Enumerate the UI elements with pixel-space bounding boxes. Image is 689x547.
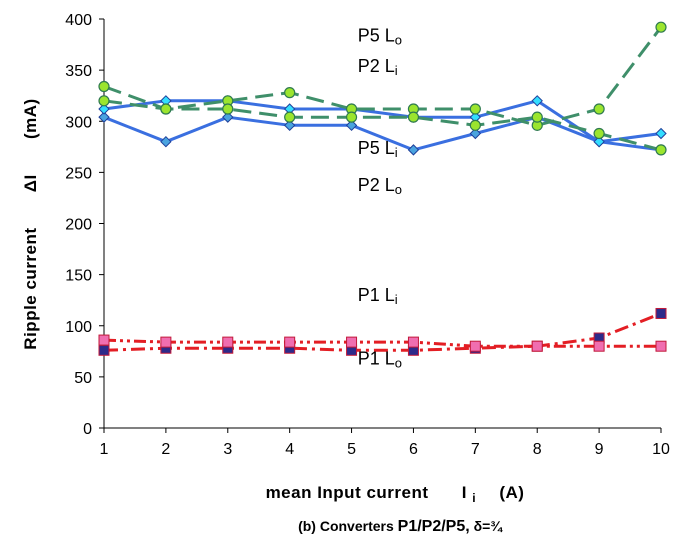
y-axis-title-unit: (mA) (21, 98, 40, 139)
series-line (103, 99, 662, 144)
data-point (469, 340, 481, 352)
data-point (593, 135, 605, 148)
y-tick-label: 300 (65, 114, 92, 131)
x-tick-label: 10 (652, 441, 670, 458)
y-tick-label: 250 (65, 165, 92, 182)
series-p1-lo (98, 334, 667, 352)
series-line (103, 115, 662, 152)
data-point (469, 119, 481, 131)
y-tick-label: 0 (83, 421, 92, 438)
data-point (531, 111, 543, 123)
x-axis-title-main: mean Input current (266, 483, 429, 502)
x-axis-title-unit: (A) (499, 483, 524, 502)
data-point (98, 344, 110, 356)
x-tick-label: 5 (347, 441, 356, 458)
data-point (160, 336, 172, 348)
data-point (160, 103, 172, 115)
x-tick-label: 7 (471, 441, 480, 458)
data-point (593, 103, 605, 115)
series-annotation: P5 Lo (358, 25, 402, 47)
data-point (593, 340, 605, 352)
series-layer (98, 21, 667, 356)
plot-axes (99, 18, 662, 433)
data-point (222, 103, 234, 115)
x-axis-title: mean Input current I i (A) (266, 483, 525, 506)
data-point (531, 95, 543, 107)
data-point (98, 111, 110, 123)
data-point (407, 336, 419, 348)
y-tick-label: 400 (65, 12, 92, 29)
data-point (593, 127, 605, 140)
series-annotation: P5 Li (358, 138, 398, 160)
data-point (98, 334, 110, 346)
x-tick-label: 3 (223, 441, 232, 458)
x-tick-label: 6 (409, 441, 418, 458)
series-line (103, 338, 661, 348)
data-point (655, 307, 667, 319)
data-point (98, 103, 110, 115)
figure-caption: (b) Converters P1/P2/P5, δ=¾ (298, 518, 503, 535)
data-point (98, 95, 110, 107)
series-annotation: P1 Li (358, 285, 398, 307)
series-line (103, 312, 662, 352)
series-annotation: P2 Li (358, 56, 398, 78)
data-point (222, 111, 234, 123)
y-axis-title-main: Ripple current (21, 227, 40, 349)
data-point (655, 127, 667, 140)
data-point (469, 103, 481, 115)
data-point (284, 111, 296, 123)
x-tick-label: 1 (100, 441, 109, 458)
x-tick-label: 4 (285, 441, 294, 458)
y-tick-labels: 0 50 100 150 200 250 300 350 400 (65, 12, 92, 438)
data-point (98, 80, 110, 93)
series-line (103, 99, 662, 152)
y-tick-label: 100 (65, 319, 92, 336)
y-tick-label: 50 (74, 370, 92, 387)
series-p2-li (98, 21, 667, 131)
data-point (284, 87, 296, 99)
data-point (655, 144, 667, 156)
y-tick-label: 350 (65, 63, 92, 80)
series-annotation: P2 Lo (358, 175, 402, 197)
x-tick-label: 8 (533, 441, 542, 458)
data-point (345, 111, 358, 123)
data-point (469, 127, 482, 140)
series-annotations: P5 Lo P2 Li P5 Li P2 Lo P1 Li P1 Lo (358, 25, 402, 370)
data-point (346, 336, 358, 348)
data-point (222, 336, 234, 348)
y-axis-title: Ripple current ΔI (mA) (21, 98, 40, 349)
x-tick-label: 9 (595, 441, 604, 458)
data-point (407, 111, 420, 123)
x-axis-title-symbol: I (462, 483, 467, 502)
data-point (655, 340, 667, 352)
data-point (160, 135, 172, 148)
x-tick-label: 2 (161, 441, 170, 458)
caption-prefix: (b) Converters (298, 518, 394, 534)
data-point (345, 119, 358, 132)
series-line (103, 26, 663, 127)
data-point (284, 336, 296, 348)
data-point (283, 119, 296, 132)
y-axis-title-symbol: ΔI (21, 174, 40, 192)
y-tick-label: 150 (65, 268, 92, 285)
x-tick-labels: 1 2 3 4 5 6 7 8 9 10 (100, 441, 670, 458)
caption-strong: P1/P2/P5, (398, 518, 470, 535)
series-p2-lo (98, 95, 667, 156)
x-axis-title-sub: i (472, 491, 476, 505)
y-tick-label: 200 (65, 217, 92, 234)
data-point (531, 340, 543, 352)
series-annotation: P1 Lo (358, 349, 402, 371)
caption-delta: δ=¾ (474, 518, 504, 534)
data-point (655, 21, 667, 33)
data-point (407, 144, 420, 156)
